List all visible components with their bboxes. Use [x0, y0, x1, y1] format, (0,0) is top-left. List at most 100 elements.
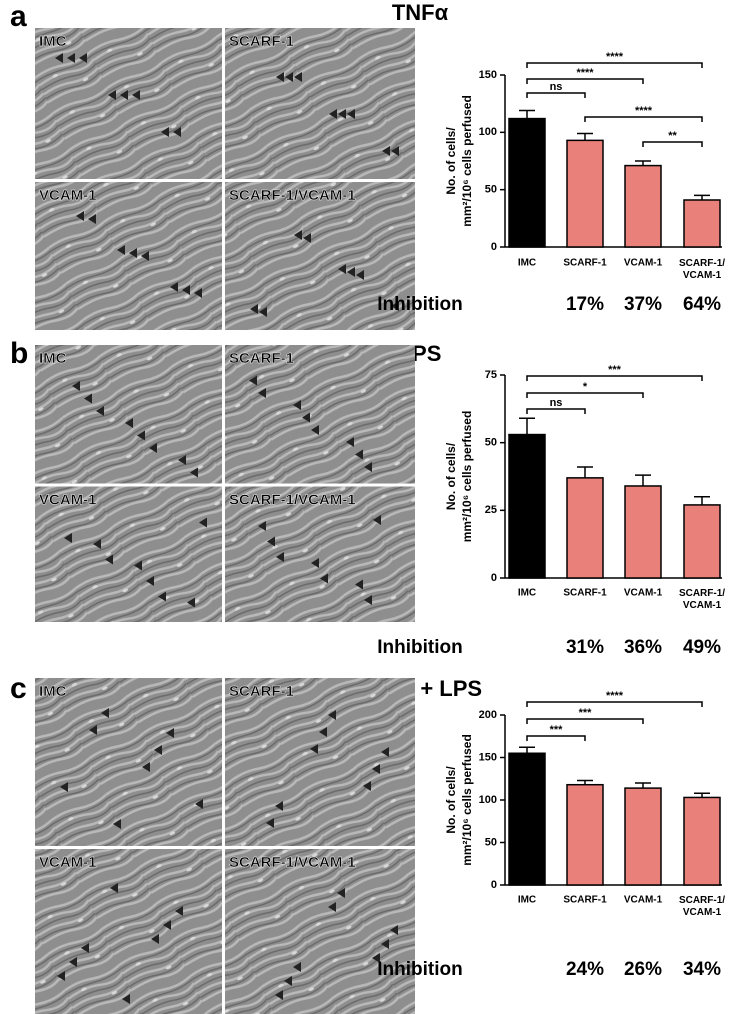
image-label: IMC: [39, 33, 67, 50]
significance-bracket: [526, 735, 586, 741]
bar: [566, 477, 604, 579]
arrowhead: [276, 72, 284, 82]
image-label: VCAM-1: [39, 854, 97, 871]
inhibition-value: 37%: [624, 294, 662, 315]
arrowhead: [364, 462, 372, 472]
y-axis-label: No. of cells/: [444, 766, 458, 834]
arrowhead: [303, 233, 311, 243]
inhibition-label: Inhibition: [377, 959, 462, 980]
error-bar: [577, 132, 593, 141]
y-axis-label: No. of cells/: [444, 442, 458, 510]
arrowhead: [372, 764, 380, 774]
y-tick-label: 25: [485, 504, 497, 516]
arrowhead: [267, 536, 275, 547]
panel-letter: a: [10, 0, 27, 33]
significance-bracket: [526, 78, 644, 84]
y-tick-label: 150: [479, 751, 497, 763]
arrowhead: [60, 782, 68, 792]
micrograph: [225, 678, 415, 846]
arrowhead: [390, 925, 398, 935]
x-tick-label: SCARF-1/VCAM-1: [679, 895, 725, 918]
image-label: IMC: [39, 350, 67, 367]
significance-bracket: [526, 375, 703, 381]
arrowhead: [158, 591, 166, 602]
arrowhead: [328, 710, 336, 720]
x-tick-label: IMC: [518, 588, 536, 599]
image-label: SCARF-1/VCAM-1: [229, 491, 356, 508]
micrograph: [35, 678, 222, 846]
bar: [566, 139, 604, 248]
micrograph: [35, 182, 222, 330]
arrowhead: [117, 245, 125, 255]
arrowhead: [391, 301, 399, 311]
arrowhead: [81, 943, 89, 953]
arrowhead: [187, 597, 195, 608]
arrowhead: [79, 53, 87, 63]
arrowhead: [93, 539, 101, 549]
error-bar: [519, 417, 535, 435]
significance-label: ****: [606, 690, 624, 702]
micrograph: [225, 849, 415, 1014]
arrowhead: [170, 282, 178, 292]
significance-label: ***: [550, 724, 564, 736]
arrowhead: [337, 888, 345, 898]
image-label: SCARF-1: [229, 683, 294, 700]
significance-bracket: [526, 62, 703, 68]
x-tick-label: VCAM-1: [624, 588, 663, 599]
arrowhead: [154, 745, 162, 755]
arrowhead: [329, 109, 337, 119]
inhibition-value: 26%: [624, 959, 662, 980]
arrowhead: [96, 406, 104, 416]
y-tick-label: 100: [479, 794, 497, 806]
image-label: SCARF-1: [229, 33, 294, 50]
micrograph: [35, 28, 222, 179]
image-label: IMC: [39, 683, 67, 700]
arrowhead: [258, 388, 266, 398]
y-tick-label: 200: [479, 709, 497, 721]
arrowhead: [57, 971, 65, 981]
inhibition-value: 49%: [683, 637, 721, 658]
arrowhead: [258, 521, 266, 531]
significance-bracket: [526, 392, 644, 398]
micrograph: [35, 849, 222, 1014]
arrowhead: [338, 264, 346, 274]
arrowhead: [69, 957, 77, 967]
arrowhead: [178, 455, 186, 465]
arrowhead: [166, 728, 174, 738]
arrowhead: [346, 437, 354, 447]
error-bar: [577, 466, 593, 478]
arrowhead: [319, 727, 327, 737]
y-tick-label: 75: [485, 369, 497, 381]
arrowhead: [391, 146, 399, 156]
arrowhead: [129, 248, 137, 258]
arrowhead: [276, 552, 284, 562]
arrowhead: [105, 554, 113, 565]
arrowhead: [311, 558, 319, 568]
inhibition-value: 24%: [566, 959, 604, 980]
y-tick-label: 0: [491, 241, 497, 253]
significance-label: **: [668, 130, 677, 142]
arrowhead: [285, 72, 293, 82]
y-tick-label: 150: [479, 69, 497, 81]
arrowhead: [163, 920, 171, 930]
significance-label: *: [583, 381, 588, 393]
arrowhead: [355, 449, 363, 460]
arrowhead: [108, 90, 116, 100]
y-tick-label: 100: [479, 126, 497, 138]
arrowhead: [141, 251, 149, 261]
arrowhead: [293, 400, 301, 410]
arrowhead: [266, 818, 274, 828]
arrowhead: [347, 267, 355, 277]
image-label: VCAM-1: [39, 187, 97, 204]
panel-letter: c: [10, 672, 27, 705]
significance-bracket: [526, 408, 586, 414]
arrowhead: [76, 211, 84, 221]
arrowhead: [149, 443, 157, 453]
inhibition-label: Inhibition: [377, 637, 462, 658]
significance-label: ***: [608, 364, 622, 376]
y-tick-label: 50: [485, 437, 497, 449]
x-tick-label: IMC: [518, 258, 536, 269]
y-tick-label: 50: [485, 836, 497, 848]
arrowhead: [275, 990, 283, 1000]
x-tick-label: VCAM-1: [624, 258, 663, 269]
